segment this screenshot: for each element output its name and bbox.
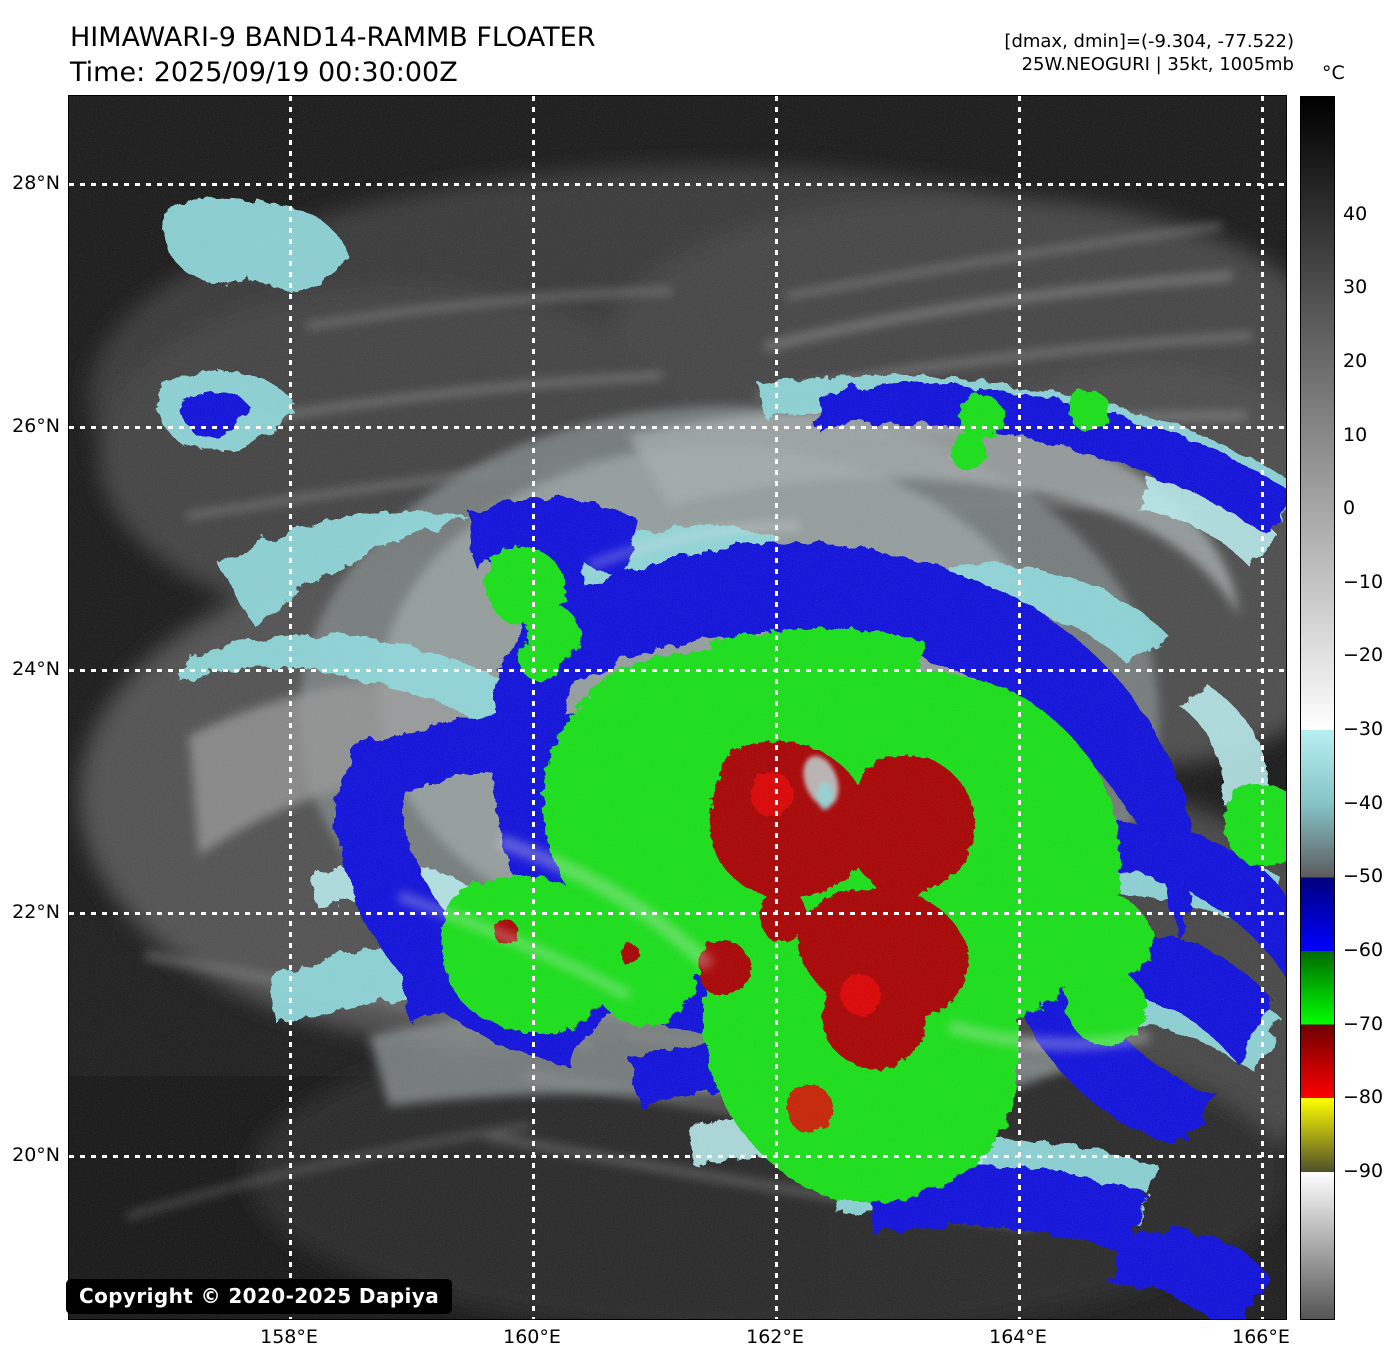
y-tick-26: 26°N — [12, 415, 60, 437]
x-tick-166: 166°E — [1232, 1326, 1290, 1348]
storm-info-label: 25W.NEOGURI | 35kt, 1005mb — [1021, 54, 1294, 76]
colorbar-tick-40: 40 — [1343, 202, 1368, 225]
y-tick-28: 28°N — [12, 172, 60, 194]
colorbar-tick-20: 20 — [1343, 350, 1368, 372]
colorbar-unit-label: °C — [1322, 62, 1345, 84]
satellite-image-plot[interactable] — [68, 95, 1287, 1320]
y-tick-24: 24°N — [12, 658, 60, 680]
colorbar-tick-minus40: −40 — [1343, 791, 1384, 814]
page-title: HIMAWARI-9 BAND14-RAMMB FLOATER — [70, 22, 596, 53]
timestamp-label: Time: 2025/09/19 00:30:00Z — [70, 57, 458, 89]
dminmax-label: [dmax, dmin]=(-9.304, -77.522) — [1004, 31, 1294, 52]
colorbar-tick-0: 0 — [1343, 497, 1356, 520]
colorbar-tick-minus50: −50 — [1343, 865, 1384, 888]
y-tick-22: 22°N — [12, 901, 60, 923]
x-tick-162: 162°E — [746, 1326, 804, 1348]
colorbar-tick-minus80: −80 — [1343, 1086, 1384, 1109]
colorbar-tick-30: 30 — [1343, 276, 1368, 299]
temperature-colorbar — [1300, 96, 1335, 1320]
colorbar-tick-minus90: −90 — [1343, 1159, 1384, 1182]
y-tick-20: 20°N — [12, 1144, 60, 1166]
x-tick-160: 160°E — [503, 1326, 561, 1348]
title-block: HIMAWARI-9 BAND14-RAMMB FLOATER Time: 20… — [70, 20, 595, 90]
colorbar-tick-minus30: −30 — [1343, 718, 1384, 741]
colorbar-tick-minus10: −10 — [1343, 570, 1384, 593]
infrared-satellite-imagery — [69, 96, 1286, 1319]
colorbar-gradient — [1301, 97, 1334, 1319]
metadata-block: [dmax, dmin]=(-9.304, -77.522) 25W.NEOGU… — [1004, 30, 1294, 77]
colorbar-tick-minus70: −70 — [1343, 1012, 1384, 1035]
colorbar-tick-minus60: −60 — [1343, 938, 1384, 961]
x-tick-164: 164°E — [989, 1326, 1047, 1348]
x-tick-158: 158°E — [260, 1326, 318, 1348]
colorbar-tick-minus20: −20 — [1343, 644, 1384, 667]
colorbar-tick-10: 10 — [1343, 423, 1368, 446]
copyright-watermark: Copyright © 2020-2025 Dapiya — [66, 1279, 453, 1314]
